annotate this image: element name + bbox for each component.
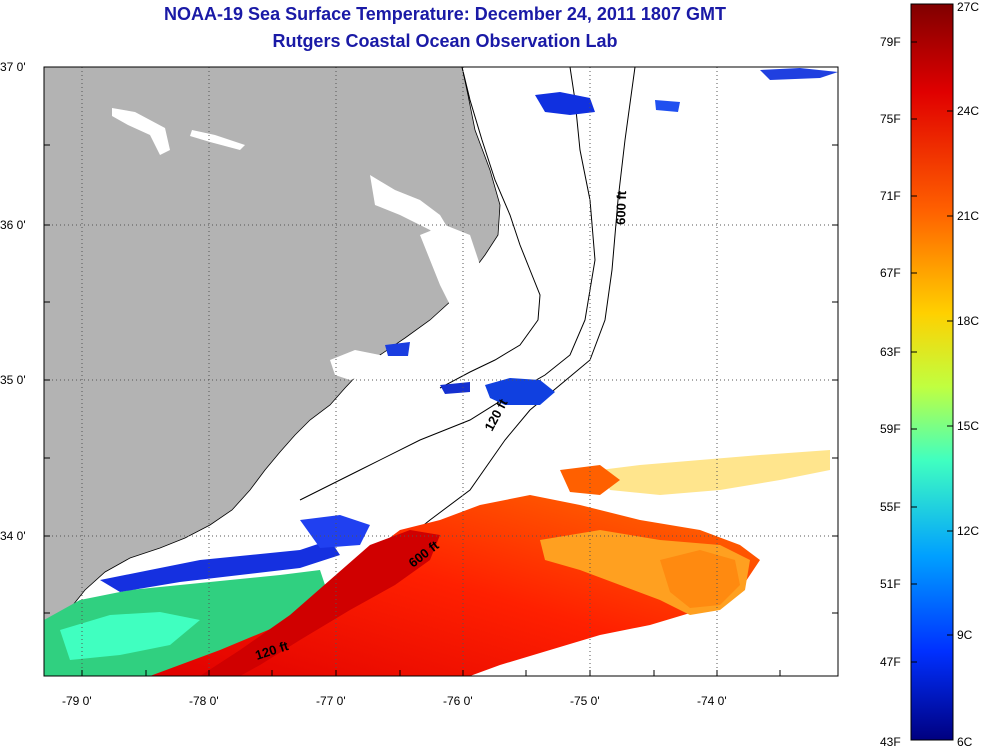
lon-label: -74 0' <box>697 694 727 708</box>
lake-shape <box>190 130 245 150</box>
colorbar-label-f: 71F <box>880 189 901 203</box>
colorbar-label-f: 43F <box>880 735 901 749</box>
lat-label: 37 0' <box>0 60 26 74</box>
cold-band <box>100 540 340 592</box>
colorbar-label-c: 15C <box>957 419 980 433</box>
lon-label: -78 0' <box>189 694 219 708</box>
lat-label: 35 0' <box>0 373 26 387</box>
colorbar-label-f: 63F <box>880 345 901 359</box>
lon-label: -79 0' <box>62 694 92 708</box>
lake-shape <box>112 108 170 155</box>
colorbar-label-f: 79F <box>880 35 901 49</box>
coastline <box>439 67 541 389</box>
colorbar-label-c: 27C <box>957 0 980 14</box>
hot-core <box>200 530 440 676</box>
colorbar-label-f: 67F <box>880 266 901 280</box>
sound-shape <box>420 225 480 305</box>
map-title: NOAA-19 Sea Surface Temperature: Decembe… <box>164 4 726 24</box>
land-mass <box>44 67 501 661</box>
colorbar-label-c: 21C <box>957 209 980 223</box>
cold-patch <box>385 342 410 356</box>
contour-label-600ft-north: 600 ft <box>613 190 629 225</box>
colorbar-label-f: 55F <box>880 500 901 514</box>
lon-label: -76 0' <box>443 694 473 708</box>
warm-water <box>660 550 740 608</box>
lat-label: 34 0' <box>0 529 26 543</box>
scattered-warm <box>600 450 830 495</box>
lat-label: 36 0' <box>0 218 26 232</box>
lon-label: -77 0' <box>316 694 346 708</box>
lon-label: -75 0' <box>570 694 600 708</box>
cold-patch <box>655 100 680 112</box>
colorbar-label-c: 9C <box>957 628 973 642</box>
axis-ticks <box>44 66 838 676</box>
cold-patch <box>485 378 555 405</box>
cold-band <box>300 515 370 548</box>
colorbar-label-f: 47F <box>880 655 901 669</box>
colorbar-label-c: 12C <box>957 524 980 538</box>
cool-water <box>60 612 200 660</box>
map-subtitle: Rutgers Coastal Ocean Observation Lab <box>272 31 618 51</box>
cold-patch <box>760 68 838 80</box>
sound-shape <box>330 350 395 380</box>
colorbar-label-f: 51F <box>880 577 901 591</box>
colorbar-label-c: 18C <box>957 314 980 328</box>
gridlines <box>44 67 838 676</box>
contour-120ft <box>299 67 596 501</box>
colorbar-label-f: 75F <box>880 112 901 126</box>
colorbar-label-c: 6C <box>957 735 973 749</box>
colorbar-label-f: 59F <box>880 422 901 436</box>
colorbar-ticks <box>911 3 953 663</box>
colorbar-label-c: 24C <box>957 104 980 118</box>
colorbar <box>910 3 954 741</box>
cold-patch <box>535 92 595 115</box>
